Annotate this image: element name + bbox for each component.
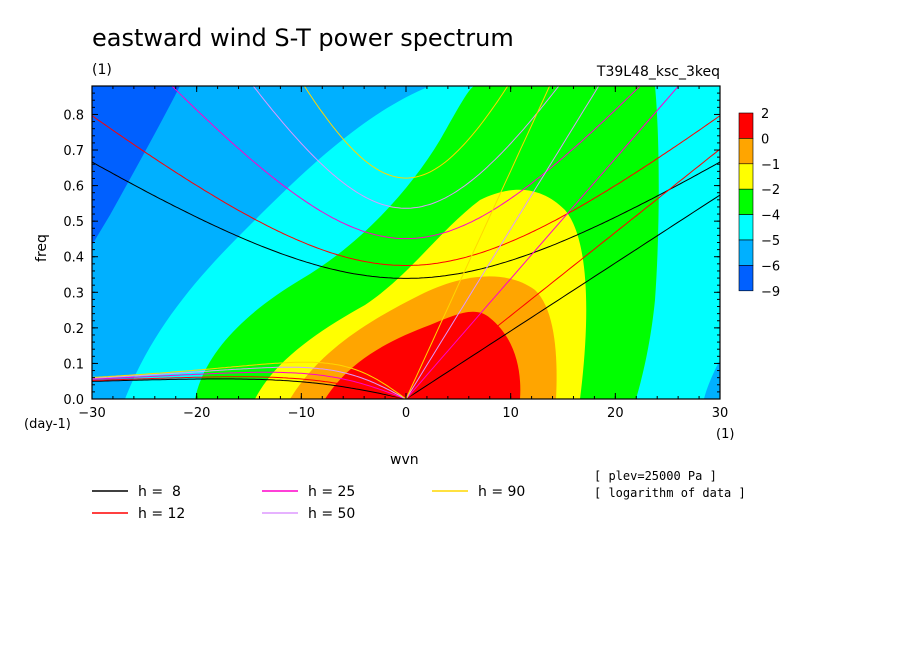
x-tick-label: 10 (502, 406, 519, 421)
y-unit-label: (day-1) (24, 417, 71, 432)
colorbar-swatch (738, 112, 754, 139)
x-axis-label: wvn (390, 452, 419, 468)
y-tick-label: 0.4 (63, 251, 84, 266)
colorbar-label: −6 (761, 259, 780, 274)
colorbar-swatch (738, 214, 754, 241)
colorbar-label: −9 (761, 285, 780, 300)
rossby-wave-curve (92, 371, 407, 399)
y-tick-label: 0.7 (63, 144, 84, 159)
x-tick-label: −30 (78, 406, 105, 421)
gravity-wave-curve (92, 161, 720, 279)
contour-fill (92, 86, 720, 399)
legend-label: h = 50 (308, 506, 355, 522)
kelvin-wave-curve (405, 86, 551, 399)
y-tick-label: 0.3 (63, 286, 84, 301)
colorbar: 2 0 −1 −2 −4 −5 −6 −9 (738, 107, 780, 300)
y-tick-label: 0.0 (63, 393, 84, 408)
legend-label: h = 25 (308, 484, 355, 500)
x-tick-label: −20 (183, 406, 210, 421)
run-name: T39L48_ksc_3keq (596, 64, 720, 80)
colorbar-label: −4 (761, 209, 780, 224)
colorbar-label: 2 (761, 107, 769, 122)
y-tick-label: 0.8 (63, 108, 84, 123)
y-tick-label: 0.6 (63, 180, 84, 195)
legend-label: h = 8 (138, 484, 181, 500)
dispersion-curves (92, 86, 720, 399)
colorbar-label: −5 (761, 234, 780, 249)
legend-label: h = 12 (138, 506, 185, 522)
gravity-wave-curve (252, 86, 560, 209)
y-tick-label: 0.1 (63, 357, 84, 372)
x-unit-label: (1) (716, 427, 734, 442)
gravity-wave-curve (171, 86, 641, 240)
units-label: (1) (92, 62, 112, 78)
chart-title: eastward wind S-T power spectrum (92, 24, 514, 52)
colorbar-swatch (738, 163, 754, 190)
x-tick-label: 30 (712, 406, 729, 421)
kelvin-wave-curve (405, 86, 680, 399)
note-log: [ logarithm of data ] (594, 486, 746, 500)
axes: −30 −20 −10 0 10 20 30 0.0 0.1 0.2 0.3 0.4 0.5 0.6 0.7… (63, 86, 728, 421)
rossby-wave-curve (92, 376, 407, 399)
rossby-wave-curve (92, 378, 407, 399)
gravity-wave-curve (303, 86, 509, 179)
colorbar-swatch (738, 188, 754, 215)
kelvin-wave-curve (405, 194, 720, 399)
kelvin-wave-curve (405, 148, 720, 399)
legend-label: h = 90 (478, 484, 525, 500)
colorbar-swatch (738, 239, 754, 266)
y-tick-label: 0.2 (63, 322, 84, 337)
note-plev: [ plev=25000 Pa ] (594, 469, 717, 483)
x-tick-label: 0 (402, 406, 410, 421)
x-tick-label: 20 (607, 406, 624, 421)
kelvin-wave-curve (405, 86, 600, 399)
legend: h = 8 h = 12 h = 25 h = 50 h = 90 (92, 484, 525, 522)
y-axis-label: freq (34, 234, 50, 262)
colorbar-label: 0 (761, 132, 769, 147)
y-tick-label: 0.5 (63, 215, 84, 230)
colorbar-swatch (738, 265, 754, 292)
colorbar-label: −1 (761, 158, 780, 173)
colorbar-label: −2 (761, 183, 780, 198)
rossby-wave-curve (92, 366, 407, 399)
rossby-wave-curve (92, 361, 407, 399)
x-tick-label: −10 (288, 406, 315, 421)
gravity-wave-curve (92, 115, 720, 266)
colorbar-swatch (738, 138, 754, 165)
